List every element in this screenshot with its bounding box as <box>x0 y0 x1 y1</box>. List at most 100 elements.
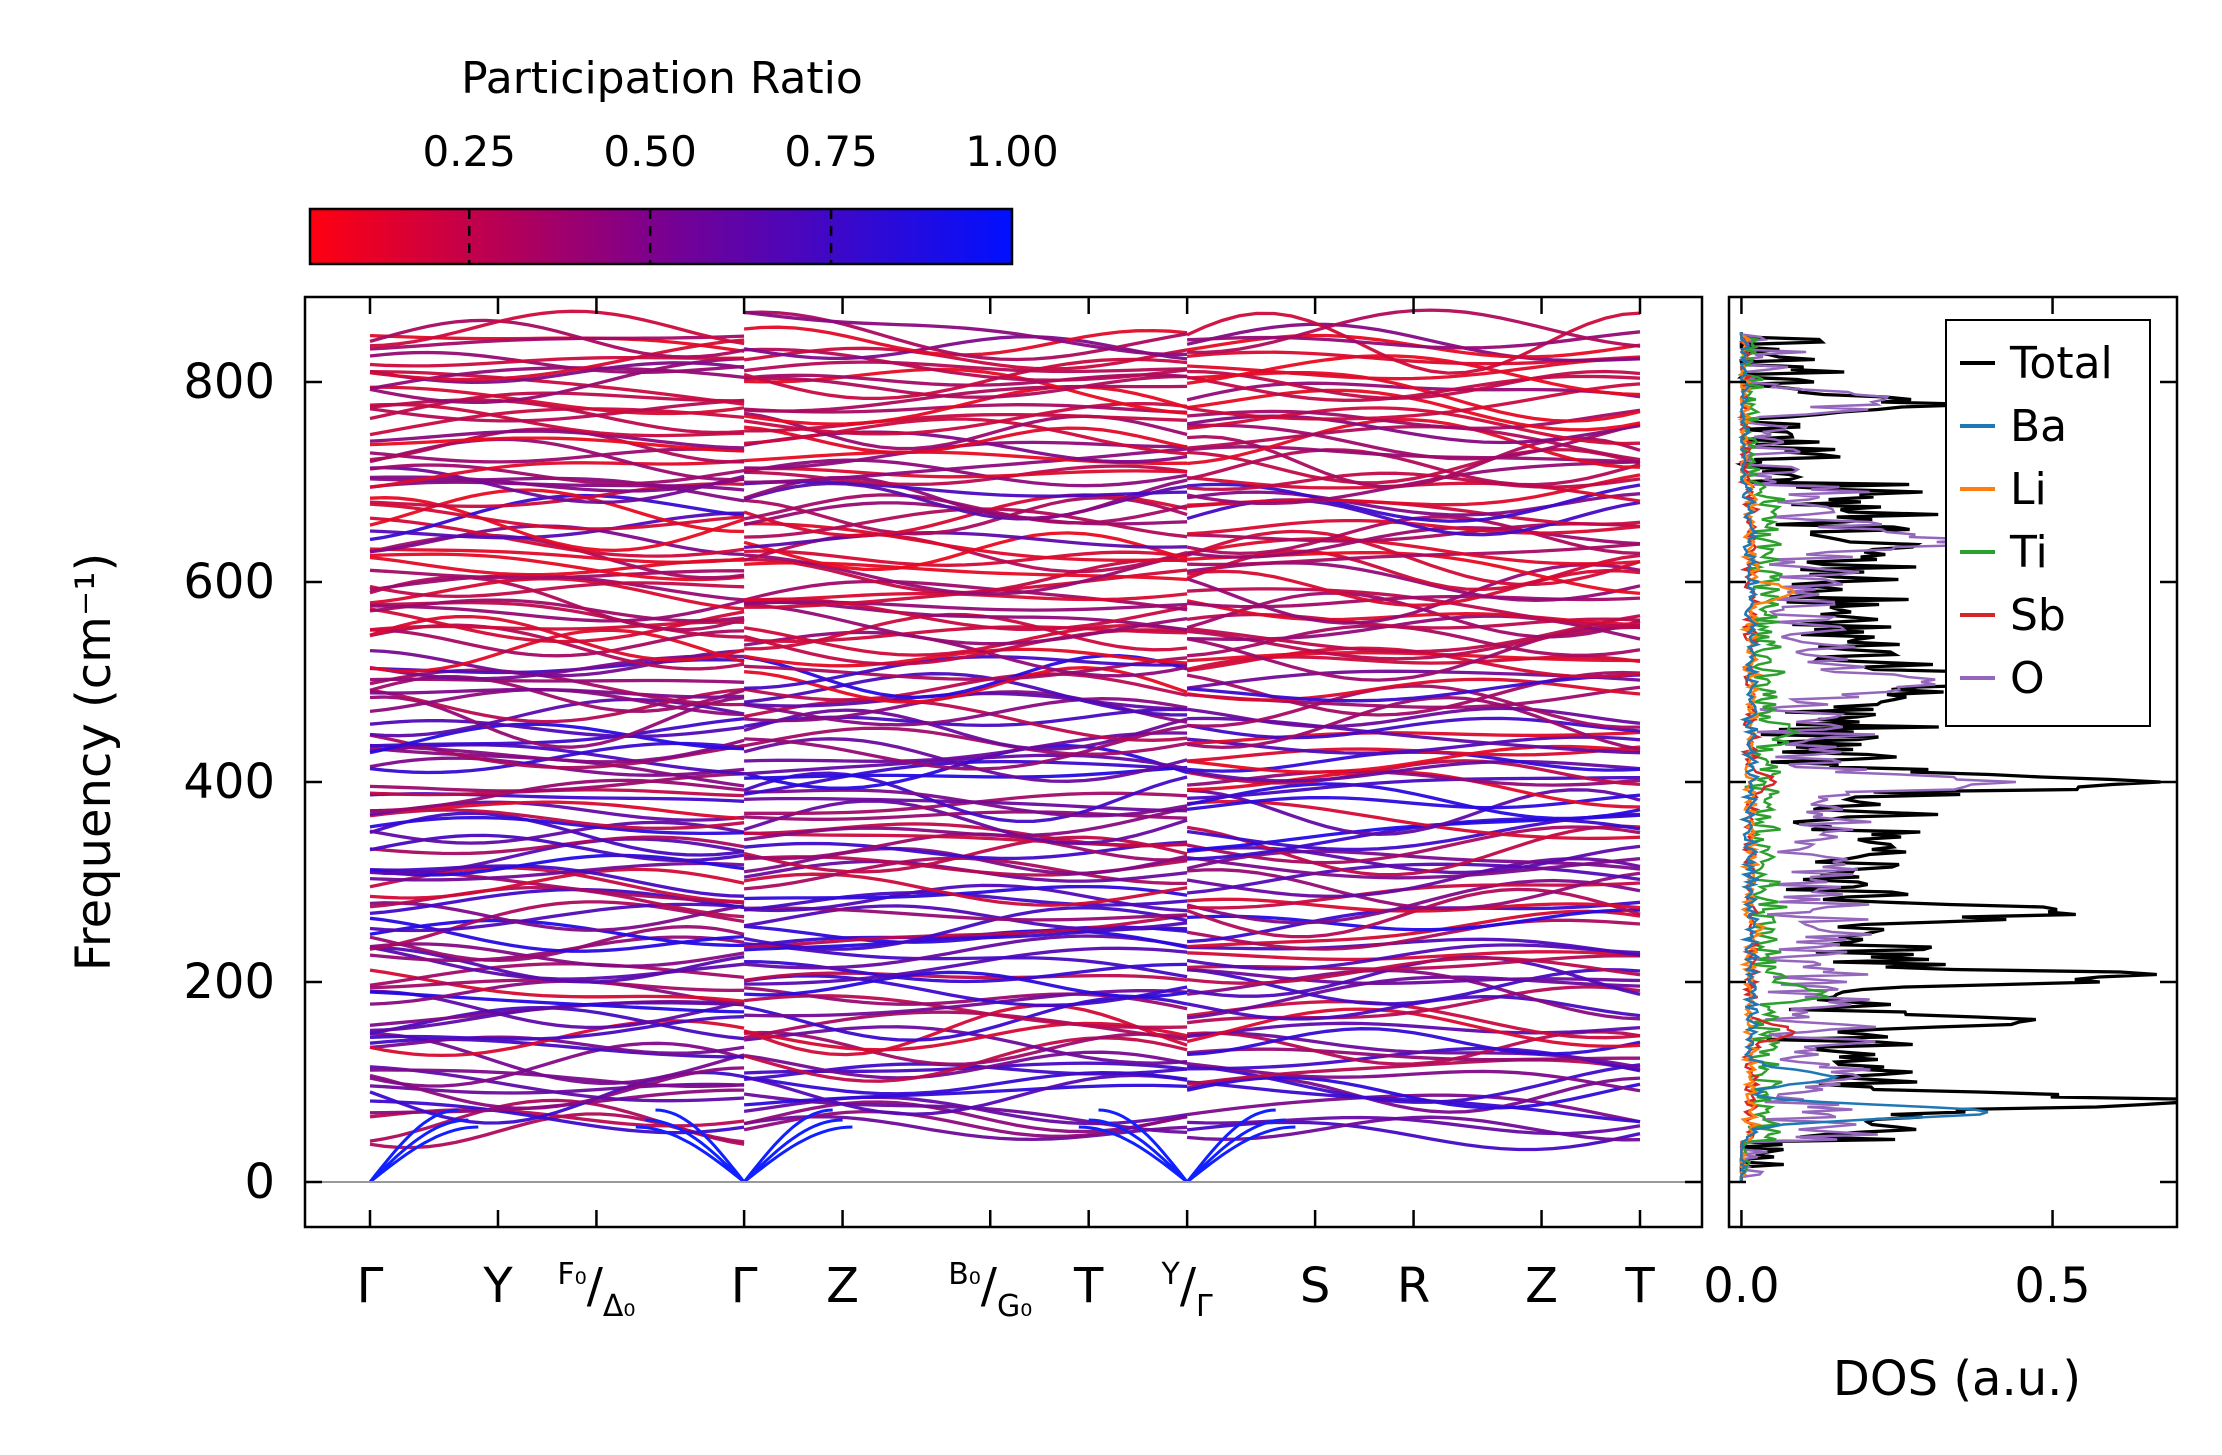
band-line <box>743 737 1188 783</box>
y-tick-label: 800 <box>183 354 275 410</box>
band-line <box>743 904 1188 931</box>
band-line <box>1186 956 1641 985</box>
band-line <box>369 1015 745 1041</box>
band-line <box>369 334 745 351</box>
band-line <box>1186 975 1641 1020</box>
band-line <box>369 614 745 662</box>
band-line <box>1186 744 1641 774</box>
band-line <box>369 835 745 856</box>
band-line <box>1186 855 1641 880</box>
band-frame <box>303 295 1704 1229</box>
band-line <box>1186 844 1641 875</box>
legend-label: Ba <box>2010 401 2067 452</box>
band-line <box>743 697 1188 727</box>
band-line <box>1186 862 1641 895</box>
x-tick-label: Z <box>1525 1258 1558 1314</box>
band-line <box>743 708 1188 751</box>
band-line <box>743 385 1188 426</box>
band-line <box>369 575 745 632</box>
x-tick-label-sup: F₀ <box>557 1257 586 1292</box>
band-line <box>744 724 1188 771</box>
band-line <box>743 1083 1188 1107</box>
band-line <box>369 1066 745 1110</box>
band-line <box>1186 614 1641 654</box>
band-line <box>1186 706 1641 729</box>
acoustic-branch <box>1186 1118 1286 1184</box>
band-line <box>1187 730 1641 746</box>
legend-label: Sb <box>2010 590 2066 641</box>
x-tick-label-slash: / <box>981 1258 998 1314</box>
x-tick-label: Γ <box>731 1258 758 1314</box>
band-line <box>369 695 745 749</box>
dos-frame <box>1727 295 2179 1229</box>
band-line <box>743 771 1188 824</box>
band-line <box>369 547 745 564</box>
band-line <box>1186 759 1641 783</box>
band-line <box>743 974 1188 1007</box>
band-line <box>369 568 745 580</box>
colorbar-gradient <box>308 207 1014 266</box>
band-line <box>1187 371 1641 423</box>
band-line <box>744 913 1188 949</box>
band-line <box>369 925 745 963</box>
x-tick-label-sup: Y <box>1161 1257 1181 1292</box>
band-line <box>743 726 1188 756</box>
band-line <box>369 778 745 813</box>
band-line <box>369 628 745 658</box>
band-line <box>744 549 1188 567</box>
acoustic-branch <box>645 1118 746 1184</box>
band-line <box>369 861 745 882</box>
band-line <box>369 350 745 374</box>
band-line <box>743 602 1188 646</box>
legend-label: Total <box>2009 338 2113 389</box>
dos-x-tick-label: 0.0 <box>1703 1258 1779 1314</box>
band-line <box>744 970 1188 999</box>
band-line <box>1187 369 1641 400</box>
band-line <box>369 599 745 623</box>
band-line <box>369 463 745 486</box>
band-line <box>1186 788 1641 836</box>
band-line <box>743 698 1188 742</box>
band-line <box>1187 1115 1641 1136</box>
band-line <box>1186 918 1641 951</box>
band-line <box>743 647 1188 668</box>
colorbar-tick-label: 0.50 <box>603 127 697 176</box>
band-line <box>1186 849 1641 871</box>
colorbar-tick-label: 1.00 <box>965 127 1059 176</box>
band-line <box>743 531 1188 572</box>
band-line <box>1186 1062 1641 1093</box>
x-tick-label: R <box>1397 1258 1430 1314</box>
x-tick-label: Y <box>482 1258 513 1314</box>
band-line <box>744 374 1188 399</box>
band-line <box>369 820 745 845</box>
band-line <box>1187 954 1641 971</box>
y-tick-label: 600 <box>183 554 275 610</box>
band-line <box>743 672 1188 702</box>
band-line <box>1186 782 1641 821</box>
legend-label: O <box>2010 653 2045 704</box>
x-tick-label-sup: B₀ <box>948 1257 981 1292</box>
band-line <box>743 906 1188 951</box>
acoustic-branch <box>742 1108 833 1183</box>
band-line <box>743 1003 1188 1057</box>
dos-axis-ticks: 0.0 0.5 <box>1703 297 2177 1314</box>
band-line <box>369 677 745 684</box>
band-line <box>744 788 1188 818</box>
x-tick-label: Γ <box>357 1258 384 1314</box>
band-line <box>743 971 1188 983</box>
band-line <box>743 840 1188 861</box>
band-line <box>1186 677 1641 702</box>
band-line <box>1186 943 1641 971</box>
band-line <box>744 600 1188 612</box>
band-line <box>743 1021 1188 1052</box>
band-line <box>369 808 745 830</box>
band-line <box>1186 1047 1640 1062</box>
band-line <box>369 338 745 382</box>
band-line <box>1186 374 1641 402</box>
dos-x-tick-label: 0.5 <box>2014 1258 2090 1314</box>
band-line <box>1186 673 1641 703</box>
band-line <box>1186 825 1641 865</box>
band-line <box>744 883 1188 913</box>
band-line <box>1186 1027 1641 1057</box>
